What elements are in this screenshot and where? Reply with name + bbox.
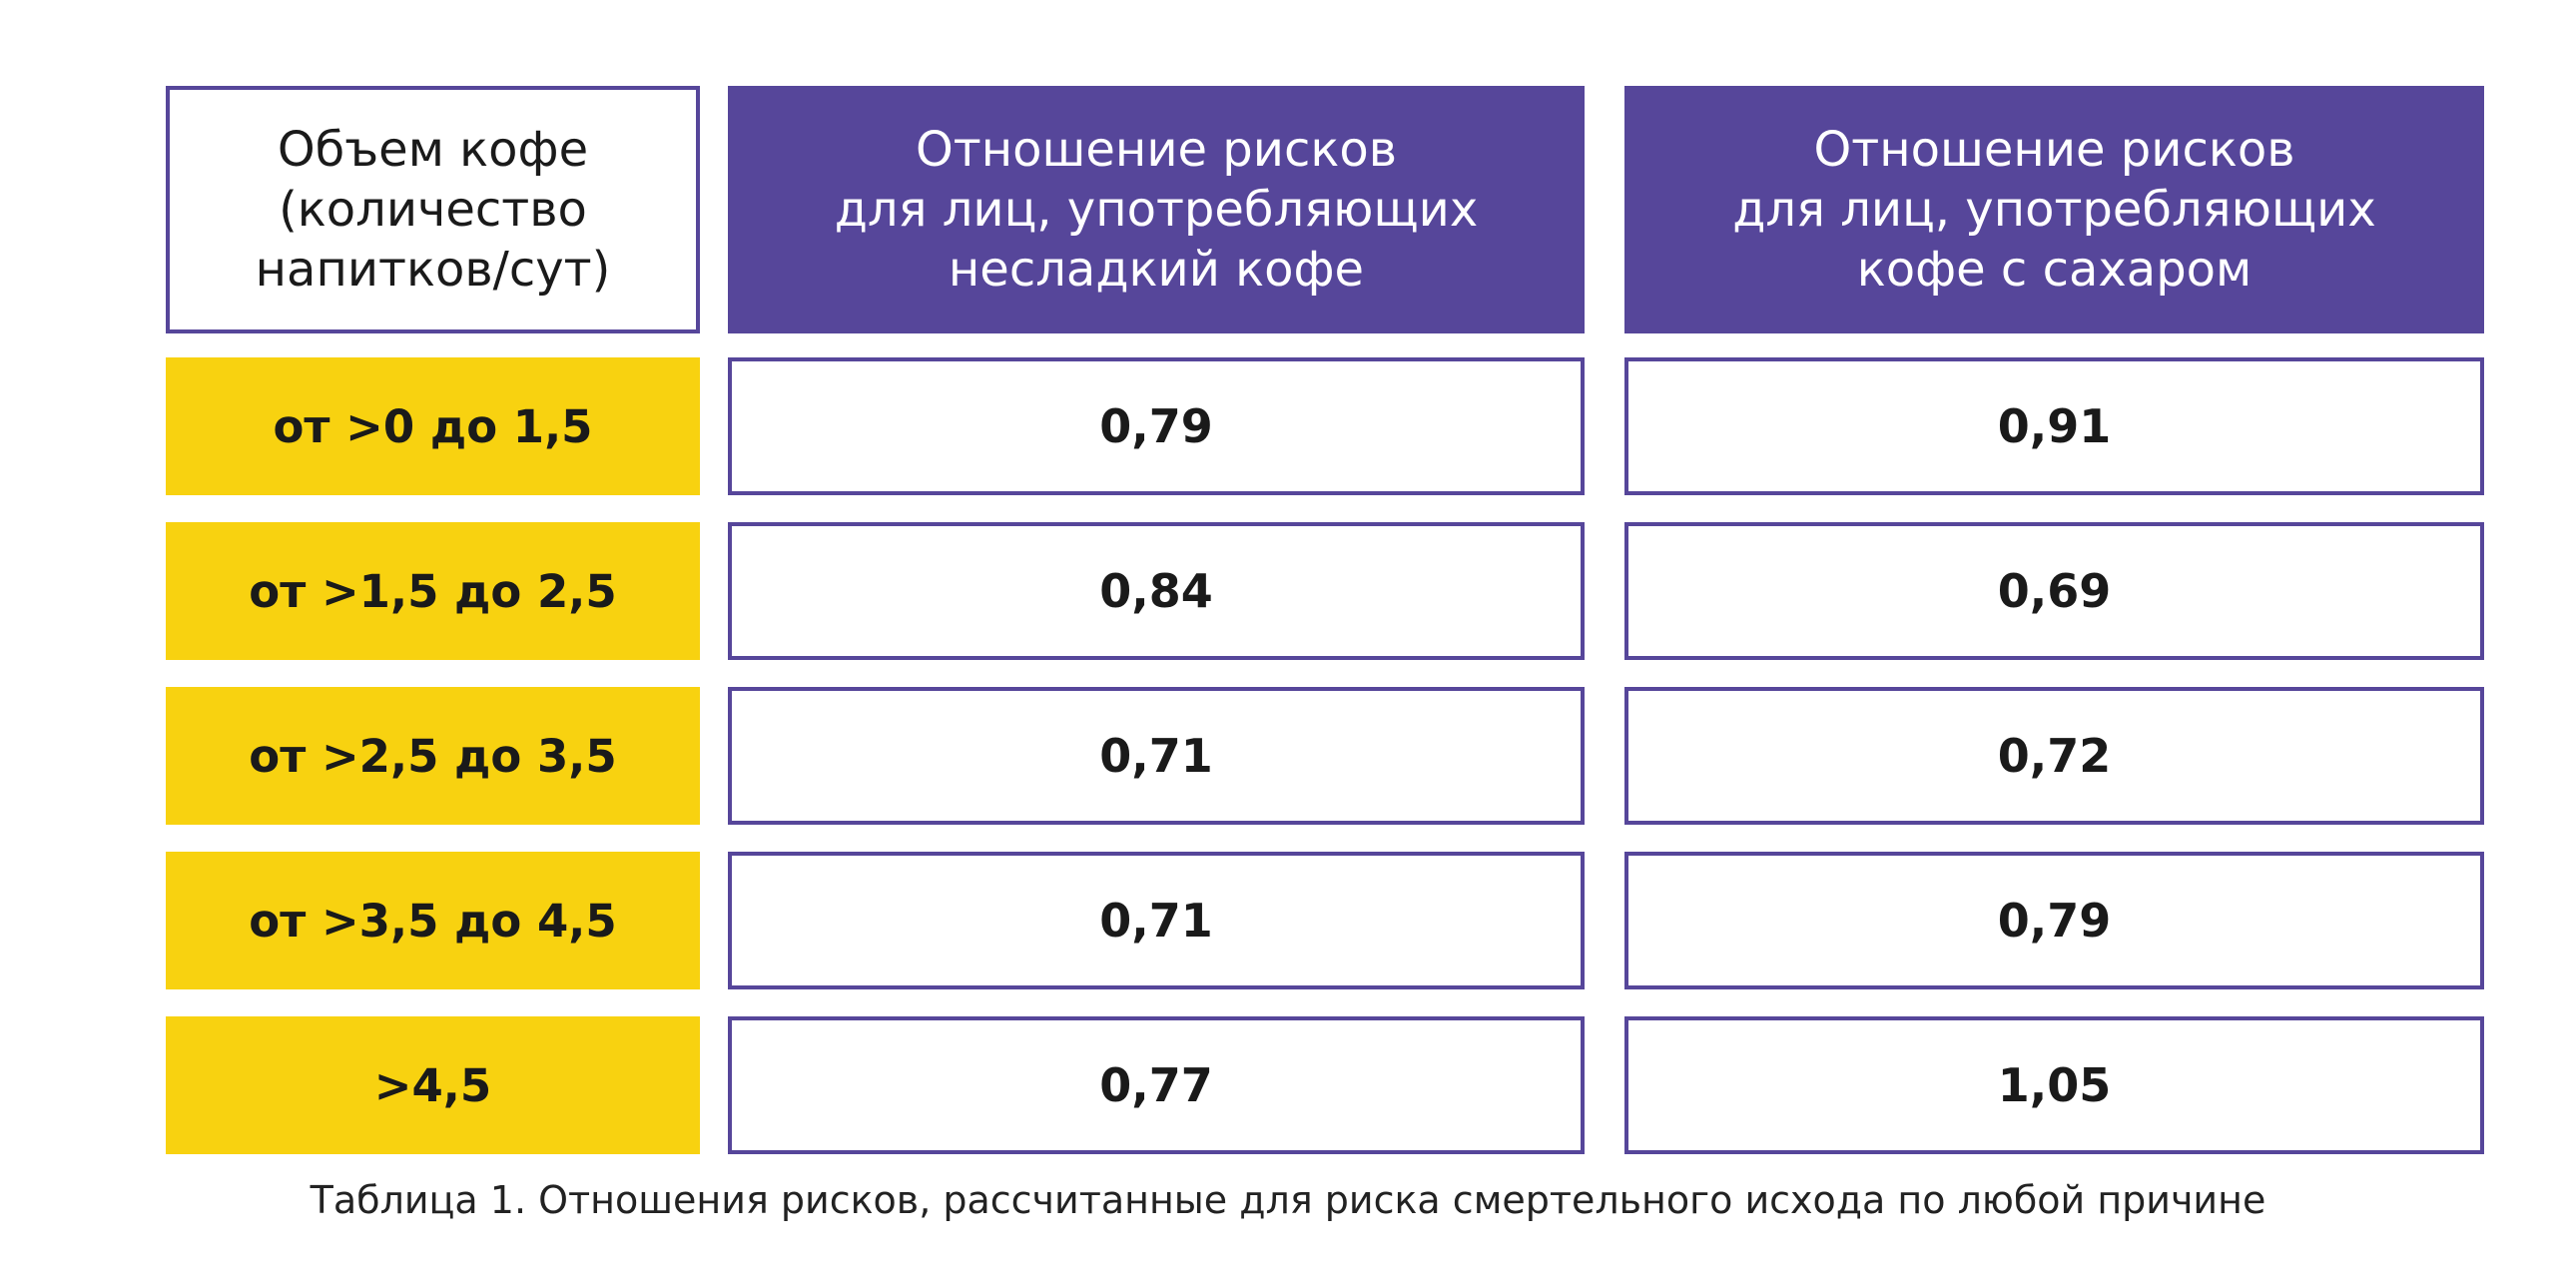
row-label: от >3,5 до 4,5 (166, 852, 700, 989)
row-label: >4,5 (166, 1016, 700, 1154)
header-sugar-coffee: Отношение рисков для лиц, употребляющих … (1624, 86, 2484, 333)
table-row: от >1,5 до 2,5 0,84 0,69 (166, 522, 2492, 660)
unsweetened-value: 0,84 (728, 522, 1585, 660)
header-unsweetened-coffee: Отношение рисков для лиц, употребляющих … (728, 86, 1585, 333)
sugar-value: 1,05 (1624, 1016, 2484, 1154)
unsweetened-value: 0,71 (728, 852, 1585, 989)
table-header-row: Объем кофе (количество напитков/сут) Отн… (166, 86, 2492, 333)
risk-ratio-table: Объем кофе (количество напитков/сут) Отн… (166, 86, 2492, 1154)
table-row: от >2,5 до 3,5 0,71 0,72 (166, 687, 2492, 825)
unsweetened-value: 0,77 (728, 1016, 1585, 1154)
table-row: от >0 до 1,5 0,79 0,91 (166, 357, 2492, 495)
unsweetened-value: 0,71 (728, 687, 1585, 825)
row-label: от >0 до 1,5 (166, 357, 700, 495)
header-coffee-volume: Объем кофе (количество напитков/сут) (166, 86, 700, 333)
sugar-value: 0,79 (1624, 852, 2484, 989)
sugar-value: 0,91 (1624, 357, 2484, 495)
table-row: >4,5 0,77 1,05 (166, 1016, 2492, 1154)
row-label: от >1,5 до 2,5 (166, 522, 700, 660)
sugar-value: 0,72 (1624, 687, 2484, 825)
unsweetened-value: 0,79 (728, 357, 1585, 495)
sugar-value: 0,69 (1624, 522, 2484, 660)
row-label: от >2,5 до 3,5 (166, 687, 700, 825)
table-caption: Таблица 1. Отношения рисков, рассчитанны… (310, 1178, 2266, 1222)
table-row: от >3,5 до 4,5 0,71 0,79 (166, 852, 2492, 989)
